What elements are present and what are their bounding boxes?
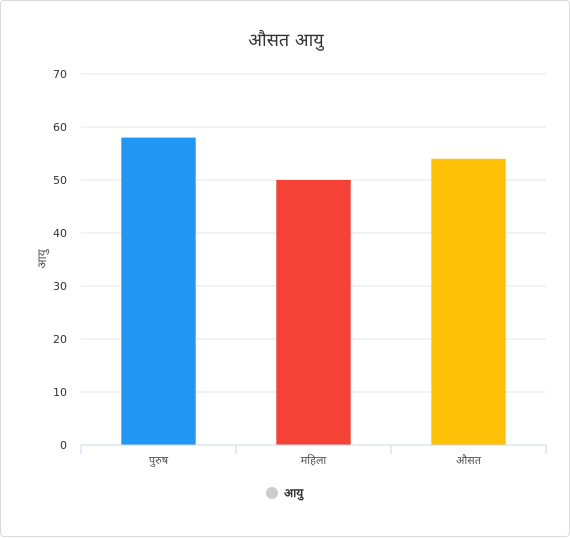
bar-1[interactable] bbox=[276, 180, 351, 445]
y-tick-label: 20 bbox=[53, 333, 67, 346]
x-tick-label: पुरुष bbox=[149, 454, 169, 467]
x-tick-label: महिला bbox=[301, 454, 327, 467]
x-tick-label: औसत bbox=[456, 454, 482, 467]
y-tick-label: 30 bbox=[53, 280, 67, 293]
y-tick-label: 60 bbox=[53, 121, 67, 134]
legend-marker[interactable] bbox=[266, 487, 278, 499]
y-tick-label: 40 bbox=[53, 227, 67, 240]
y-axis-label: आयु bbox=[35, 248, 50, 268]
bars bbox=[121, 137, 506, 446]
legend[interactable]: आयु bbox=[266, 486, 304, 501]
y-tick-label: 70 bbox=[53, 68, 67, 81]
y-tick-label: 50 bbox=[53, 174, 67, 187]
y-axis-ticks: 0 10 20 30 40 50 60 70 bbox=[53, 68, 67, 452]
bar-0[interactable] bbox=[121, 137, 196, 445]
bar-2[interactable] bbox=[431, 158, 506, 446]
y-tick-label: 10 bbox=[53, 386, 67, 399]
chart-title: औसत आयु bbox=[248, 29, 324, 51]
x-axis: पुरुष महिला औसत bbox=[80, 444, 547, 467]
y-tick-label: 0 bbox=[60, 439, 67, 452]
legend-label[interactable]: आयु bbox=[284, 486, 304, 501]
